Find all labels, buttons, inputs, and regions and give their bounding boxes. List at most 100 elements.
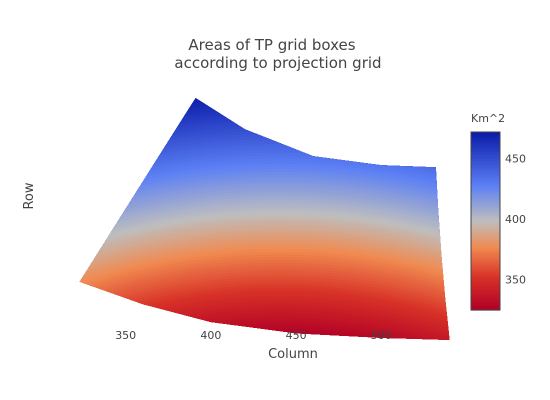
heatmap-band xyxy=(79,334,450,340)
colorbar-segment xyxy=(471,292,500,296)
colorbar-segment xyxy=(471,145,500,149)
colorbar-segment xyxy=(471,194,500,198)
colorbar-segment xyxy=(471,138,500,142)
colorbar-segment xyxy=(471,214,500,218)
colorbar-segment xyxy=(471,136,500,140)
colorbar-segment xyxy=(471,163,500,166)
colorbar-segment xyxy=(471,132,500,135)
colorbar-segment xyxy=(471,269,500,273)
x-tick-label: 400 xyxy=(200,329,221,342)
colorbar: Km^2 350 400 450 xyxy=(470,112,526,311)
colorbar-segment xyxy=(471,216,500,220)
colorbar-border xyxy=(470,131,501,311)
colorbar-segment xyxy=(471,305,500,309)
colorbar-segment xyxy=(471,294,500,298)
colorbar-segment xyxy=(471,209,500,213)
colorbar-segment xyxy=(471,218,500,222)
colorbar-segment xyxy=(471,276,500,280)
colorbar-segment xyxy=(471,241,500,244)
chart-title-line2: according to projection grid xyxy=(174,54,381,72)
x-axis-ticks: 350 400 450 500 xyxy=(115,329,392,342)
colorbar-segment xyxy=(471,254,500,258)
colorbar-segment xyxy=(471,238,500,242)
x-axis-title: Column xyxy=(268,347,318,362)
x-tick-label: 350 xyxy=(115,329,136,342)
colorbar-segment xyxy=(471,265,500,269)
colorbar-segment xyxy=(471,180,500,184)
colorbar-segment xyxy=(471,283,500,287)
colorbar-segment xyxy=(471,285,500,289)
colorbar-segment xyxy=(471,232,500,235)
colorbar-segment xyxy=(471,236,500,240)
colorbar-segment xyxy=(471,296,500,300)
colorbar-segment xyxy=(471,261,500,264)
chart-title-line1: Areas of TP grid boxes xyxy=(188,36,355,54)
colorbar-segment xyxy=(471,301,500,304)
colorbar-tick-label: 350 xyxy=(505,274,526,287)
colorbar-ticks: 350 400 450 xyxy=(505,153,526,287)
colorbar-segment xyxy=(471,245,500,249)
colorbar-segment xyxy=(471,289,500,293)
colorbar-segment xyxy=(471,205,500,209)
colorbar-segment xyxy=(471,198,500,202)
heatmap-band xyxy=(79,331,450,340)
colorbar-segment xyxy=(471,160,500,164)
colorbar-segment xyxy=(471,167,500,171)
colorbar-segment xyxy=(471,169,500,173)
colorbar-title: Km^2 xyxy=(471,112,505,125)
colorbar-segment xyxy=(471,249,500,253)
colorbar-segment xyxy=(471,143,500,146)
colorbar-segment xyxy=(471,303,500,307)
colorbar-segment xyxy=(471,172,500,175)
x-tick-label: 450 xyxy=(286,329,307,342)
colorbar-segment xyxy=(471,227,500,231)
colorbar-segment xyxy=(471,274,500,278)
colorbar-segment xyxy=(471,298,500,302)
colorbar-segment xyxy=(471,225,500,229)
colorbar-segment xyxy=(471,252,500,255)
colorbar-segment xyxy=(471,272,500,275)
colorbar-segment xyxy=(471,203,500,207)
colorbar-tick-label: 450 xyxy=(505,153,526,166)
colorbar-segment xyxy=(471,178,500,182)
heatmap-band xyxy=(79,325,450,340)
colorbar-segment xyxy=(471,221,500,224)
colorbar-segment xyxy=(471,223,500,227)
colorbar-segment xyxy=(471,278,500,282)
colorbar-segment xyxy=(471,147,500,151)
colorbar-segment xyxy=(471,256,500,260)
colorbar-segment xyxy=(471,247,500,251)
colorbar-segment xyxy=(471,152,500,155)
colorbar-segment xyxy=(471,165,500,169)
colorbar-segment xyxy=(471,192,500,195)
colorbar-segment xyxy=(471,234,500,238)
colorbar-segment xyxy=(471,263,500,267)
colorbar-segment xyxy=(471,267,500,271)
colorbar-segment xyxy=(471,156,500,160)
x-tick-label: 500 xyxy=(371,329,392,342)
colorbar-segment xyxy=(471,200,500,204)
colorbar-segment xyxy=(471,307,500,311)
colorbar-segment xyxy=(471,229,500,233)
colorbar-segment xyxy=(471,183,500,187)
colorbar-segment xyxy=(471,243,500,247)
colorbar-segment xyxy=(471,140,500,144)
colorbar-segment xyxy=(471,185,500,189)
colorbar-segment xyxy=(471,158,500,162)
colorbar-tick-label: 400 xyxy=(505,213,526,226)
colorbar-segment xyxy=(471,149,500,153)
colorbar-segment xyxy=(471,187,500,191)
colorbar-segment xyxy=(471,154,500,158)
heatmap-band xyxy=(79,328,450,340)
colorbar-gradient xyxy=(471,132,500,311)
colorbar-segment xyxy=(471,189,500,193)
colorbar-segment xyxy=(471,134,500,138)
colorbar-segment xyxy=(471,281,500,284)
colorbar-segment xyxy=(471,176,500,180)
colorbar-segment xyxy=(471,196,500,200)
colorbar-segment xyxy=(471,258,500,262)
colorbar-segment xyxy=(471,207,500,211)
colorbar-segment xyxy=(471,174,500,178)
y-axis-title: Row xyxy=(22,182,37,209)
